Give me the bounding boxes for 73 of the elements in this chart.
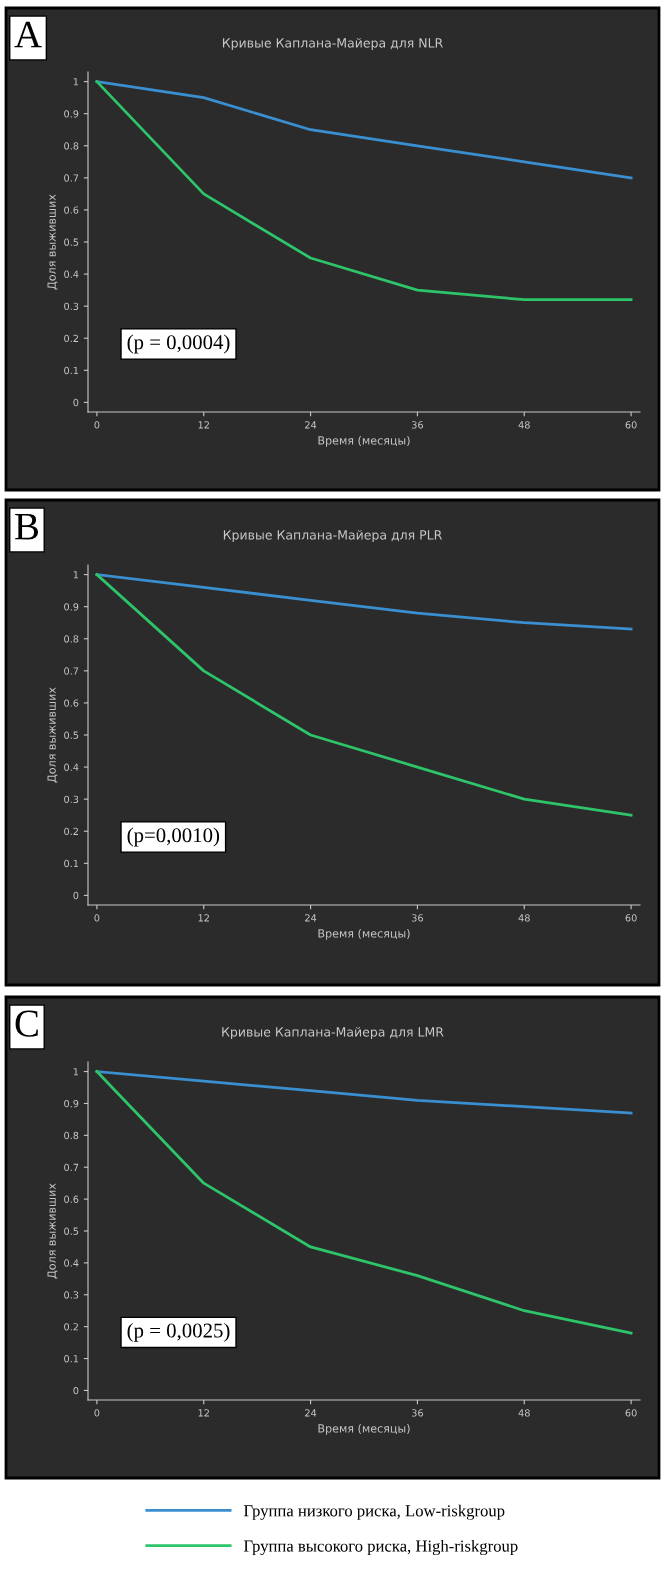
y-tick-label: 0 bbox=[73, 1386, 79, 1395]
line-series bbox=[95, 80, 633, 302]
x-tick-label: 36 bbox=[411, 421, 423, 429]
chart-title: Кривые Каплана-Майера для NLR bbox=[222, 38, 443, 51]
text: C bbox=[15, 1010, 38, 1037]
chart-title: Кривые Каплана-Майера для LMR bbox=[222, 1027, 444, 1040]
y-tick-label: 0.1 bbox=[64, 366, 79, 375]
text: A bbox=[14, 21, 42, 48]
annotation: (p = 0,0004) bbox=[127, 334, 230, 354]
y-tick-label: 0.2 bbox=[64, 334, 78, 343]
y-tick-label: 0.3 bbox=[64, 302, 79, 310]
x-tick-label: 48 bbox=[518, 421, 530, 429]
x-tick-label: 12 bbox=[198, 914, 209, 922]
legend-label: Группа высокого риска, High-riskgroup bbox=[243, 1539, 518, 1556]
x-tick-label: 0 bbox=[94, 421, 100, 429]
y-tick-label: 0.7 bbox=[64, 1163, 79, 1172]
y-tick-label: 0.6 bbox=[64, 206, 79, 214]
y-tick-label: 0.8 bbox=[64, 142, 79, 150]
x-tick-label: 60 bbox=[625, 914, 637, 922]
y-tick-label: 0.8 bbox=[64, 635, 79, 643]
y-axis-title: Доля выживших bbox=[47, 194, 58, 290]
x-axis-title: Время (месяцы) bbox=[318, 436, 410, 447]
y-tick-label: 0.3 bbox=[64, 795, 79, 803]
y-tick-label: 0.6 bbox=[64, 1195, 79, 1203]
y-tick-label: 0.5 bbox=[64, 731, 79, 739]
x-tick-label: 60 bbox=[625, 1409, 637, 1417]
x-axis-title: Время (месяцы) bbox=[318, 929, 410, 940]
y-tick-label: 0.7 bbox=[64, 667, 79, 675]
x-tick-label: 48 bbox=[518, 914, 530, 922]
y-tick-label: 0.9 bbox=[64, 603, 79, 611]
x-tick-label: 36 bbox=[411, 1409, 423, 1417]
y-tick-label: 0 bbox=[73, 891, 79, 900]
y-tick-label: 1 bbox=[73, 571, 79, 579]
y-tick-label: 0.4 bbox=[64, 763, 79, 771]
y-tick-label: 0 bbox=[73, 398, 79, 407]
y-tick-label: 0.1 bbox=[64, 1355, 79, 1363]
y-tick-label: 0.8 bbox=[64, 1131, 79, 1140]
y-tick-label: 0.5 bbox=[64, 238, 79, 246]
x-tick-label: 12 bbox=[198, 1409, 209, 1417]
line-series bbox=[95, 573, 633, 817]
y-tick-label: 0.4 bbox=[64, 1259, 79, 1267]
x-tick-label: 36 bbox=[411, 914, 423, 922]
x-tick-label: 48 bbox=[518, 1409, 530, 1417]
x-tick-label: 60 bbox=[625, 421, 637, 429]
x-tick-label: 24 bbox=[305, 1409, 317, 1417]
annotation: (p=0,0010) bbox=[127, 827, 220, 847]
line-series bbox=[95, 573, 633, 631]
y-tick-label: 0.3 bbox=[64, 1291, 79, 1299]
annotation: (p = 0,0025) bbox=[127, 1322, 230, 1342]
x-tick-label: 24 bbox=[305, 421, 317, 429]
x-axis-title: Время (месяцы) bbox=[318, 1424, 410, 1435]
y-tick-label: 0.9 bbox=[64, 110, 79, 118]
line-series bbox=[95, 80, 633, 180]
y-tick-label: 0.6 bbox=[64, 699, 79, 707]
chart-title: Кривые Каплана-Майера для PLR bbox=[223, 530, 442, 543]
x-tick-label: 12 bbox=[198, 421, 209, 429]
y-tick-label: 0.5 bbox=[64, 1227, 79, 1235]
y-tick-label: 0.1 bbox=[64, 859, 79, 868]
x-tick-label: 0 bbox=[94, 914, 100, 922]
line-series bbox=[95, 1070, 633, 1115]
y-tick-label: 1 bbox=[73, 78, 79, 86]
legend-label: Группа низкого риска, Low-riskgroup bbox=[243, 1504, 505, 1520]
y-tick-label: 0.9 bbox=[64, 1099, 79, 1108]
x-tick-label: 0 bbox=[94, 1409, 100, 1417]
y-axis-title: Доля выживших bbox=[47, 687, 58, 783]
y-tick-label: 1 bbox=[73, 1068, 79, 1076]
y-tick-label: 0.7 bbox=[64, 174, 79, 182]
y-tick-label: 0.2 bbox=[64, 1323, 78, 1331]
y-tick-label: 0.4 bbox=[64, 270, 79, 278]
text: B bbox=[15, 513, 39, 540]
y-axis-title: Доля выживших bbox=[47, 1183, 58, 1279]
y-tick-label: 0.2 bbox=[64, 827, 78, 836]
x-tick-label: 24 bbox=[305, 914, 317, 922]
